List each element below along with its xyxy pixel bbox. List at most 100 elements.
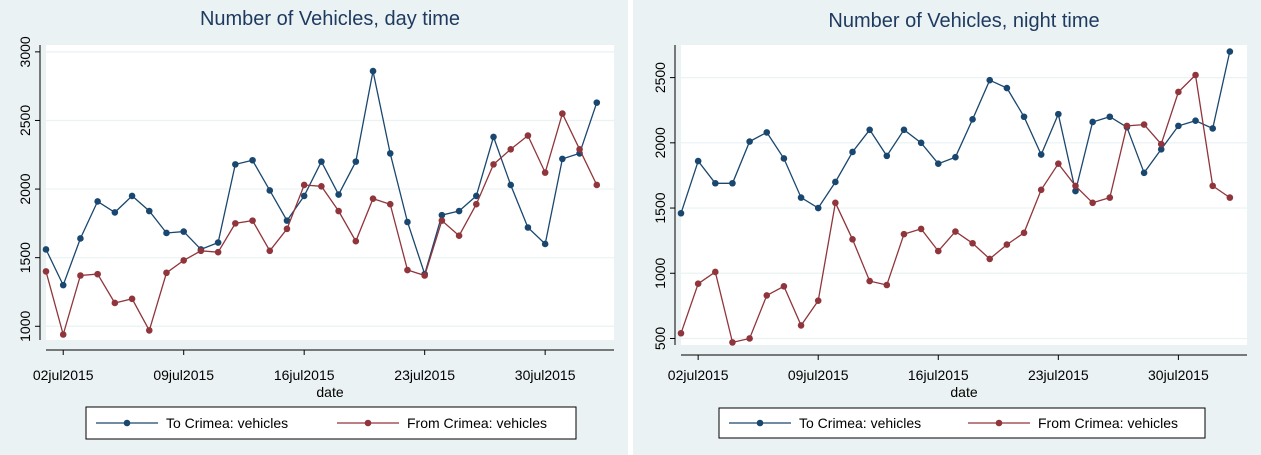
- y-tick-label: 1000: [17, 310, 33, 341]
- x-tick-label: 02jul2015: [668, 367, 729, 383]
- data-point: [1055, 160, 1062, 167]
- data-point: [335, 191, 342, 198]
- y-tick-label: 2000: [17, 173, 33, 204]
- data-point: [232, 161, 239, 168]
- data-point: [986, 255, 994, 263]
- data-point: [763, 129, 771, 136]
- data-point: [1037, 151, 1045, 158]
- data-point: [300, 192, 308, 200]
- data-point: [473, 200, 480, 208]
- x-tick-label: 23jul2015: [394, 367, 455, 383]
- data-point: [266, 187, 274, 194]
- data-point: [180, 228, 187, 235]
- data-point: [917, 139, 925, 147]
- data-point: [128, 295, 136, 303]
- data-point: [593, 99, 601, 106]
- data-point: [1140, 121, 1148, 128]
- data-point: [1226, 48, 1234, 55]
- data-point: [94, 270, 101, 278]
- data-point: [780, 155, 788, 162]
- data-point: [1020, 229, 1028, 237]
- data-point: [335, 207, 342, 215]
- data-point: [1089, 118, 1096, 126]
- chart-day-svg: Number of Vehicles, day time 1000 1500 2000…: [17, 8, 614, 440]
- data-point: [266, 247, 274, 255]
- data-point: [180, 257, 187, 264]
- data-point: [969, 239, 976, 247]
- data-point: [197, 247, 205, 255]
- legend-marker: [123, 419, 131, 427]
- data-point: [163, 269, 170, 277]
- data-point: [712, 179, 719, 187]
- data-point: [866, 277, 873, 285]
- data-point: [42, 268, 50, 275]
- data-point: [832, 178, 839, 186]
- chart-panel-night: Number of Vehicles, night time 500 1000 150…: [633, 0, 1261, 455]
- data-point: [559, 110, 566, 117]
- data-point: [421, 272, 428, 279]
- data-point: [59, 281, 67, 289]
- data-point: [1106, 194, 1114, 201]
- data-point: [797, 322, 805, 329]
- y-tick-label: 1500: [17, 242, 33, 273]
- data-point: [524, 132, 532, 139]
- data-point: [507, 145, 515, 153]
- plot-area: [46, 45, 614, 340]
- data-point: [1175, 122, 1182, 130]
- data-point: [883, 152, 891, 160]
- data-point: [1157, 146, 1165, 153]
- data-point: [283, 217, 291, 224]
- data-point: [1072, 187, 1079, 195]
- data-point: [559, 155, 566, 163]
- y-tick-label: 2500: [652, 62, 668, 93]
- data-point: [814, 204, 822, 212]
- data-point: [524, 224, 532, 231]
- chart-panel-day: Number of Vehicles, day time 1000 1500 2000…: [0, 0, 628, 455]
- data-point: [694, 280, 702, 287]
- data-point: [849, 236, 856, 243]
- data-point: [1226, 194, 1234, 201]
- data-point: [404, 218, 411, 226]
- plot-area: [681, 45, 1247, 345]
- x-tick-label: 09jul2015: [153, 367, 214, 383]
- data-point: [677, 209, 685, 217]
- chart-title: Number of Vehicles, night time: [828, 10, 1099, 32]
- data-point: [111, 299, 119, 307]
- data-point: [729, 179, 736, 187]
- data-point: [145, 207, 153, 215]
- data-point: [576, 145, 583, 153]
- x-axis-label: date: [950, 384, 977, 400]
- data-point: [1106, 113, 1114, 121]
- data-point: [386, 150, 394, 157]
- data-point: [883, 281, 891, 289]
- data-point: [490, 133, 497, 141]
- data-point: [746, 335, 753, 342]
- data-point: [1157, 140, 1165, 148]
- data-point: [163, 229, 170, 237]
- data-point: [77, 235, 84, 242]
- data-point: [249, 156, 256, 164]
- data-point: [694, 157, 702, 165]
- x-axis-label: date: [316, 384, 343, 400]
- data-point: [232, 220, 239, 227]
- data-point: [712, 268, 719, 276]
- x-tick-label: 02jul2015: [33, 367, 94, 383]
- data-point: [300, 181, 308, 189]
- data-point: [473, 192, 480, 200]
- x-tick-label: 30jul2015: [1148, 367, 1209, 383]
- data-point: [214, 239, 222, 246]
- x-tick-label: 16jul2015: [274, 367, 335, 383]
- data-point: [1089, 199, 1096, 207]
- data-point: [111, 209, 119, 216]
- data-point: [352, 158, 360, 165]
- data-point: [797, 194, 805, 201]
- data-point: [1020, 113, 1028, 121]
- data-point: [455, 232, 463, 240]
- legend-label: From Crimea: vehicles: [407, 415, 547, 431]
- data-point: [352, 237, 360, 245]
- data-point: [1003, 241, 1011, 248]
- data-point: [128, 192, 136, 200]
- data-point: [1175, 88, 1182, 96]
- y-tick-label: 2500: [17, 105, 33, 136]
